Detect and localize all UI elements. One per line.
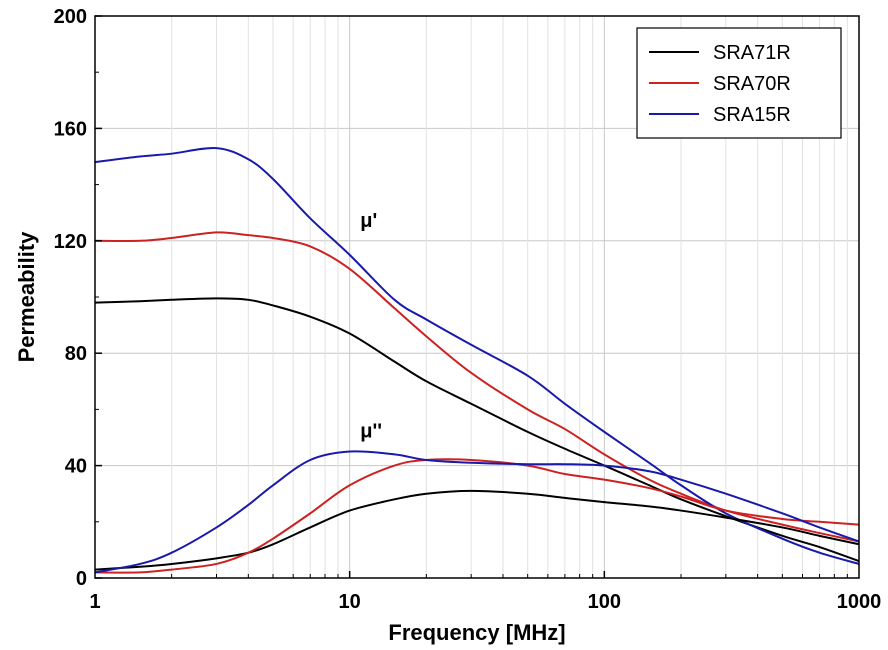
y-tick-label: 200	[54, 6, 87, 28]
annotations: μ' μ''	[360, 210, 382, 443]
series-line-sra71r-mu-double-prime	[94, 489, 860, 571]
legend-label: SRA70R	[713, 73, 791, 95]
legend-label: SRA15R	[713, 104, 791, 126]
y-tick-label: 40	[65, 456, 87, 478]
x-tick-label: 1	[89, 591, 100, 613]
x-tick-label: 100	[588, 591, 621, 613]
series-line-sra15r-mu-double-prime	[94, 450, 860, 574]
curve-annotation: μ'	[360, 210, 377, 232]
y-tick-label: 120	[54, 231, 87, 253]
series-line-sra71r-mu-prime	[94, 297, 860, 563]
y-tick-label: 160	[54, 118, 87, 140]
legend: SRA71R SRA70R SRA15R	[636, 27, 842, 139]
x-tick-label: 10	[339, 591, 361, 613]
series-lines	[94, 146, 860, 574]
y-axis-title: Permeability	[14, 231, 39, 363]
series-line-sra15r-mu-prime	[94, 146, 860, 565]
x-tick-label: 1000	[837, 591, 882, 613]
y-tick-label: 0	[76, 568, 87, 590]
series-line-sra70r-mu-double-prime	[94, 458, 860, 574]
curve-annotation: μ''	[360, 421, 382, 443]
axis-ticks: 0 40 80 120 160 200 1 10 100 1000	[54, 6, 882, 613]
y-tick-label: 80	[65, 343, 87, 365]
x-axis-title: Frequency [MHz]	[388, 620, 565, 645]
grid-lines	[95, 16, 859, 578]
legend-label: SRA71R	[713, 42, 791, 64]
